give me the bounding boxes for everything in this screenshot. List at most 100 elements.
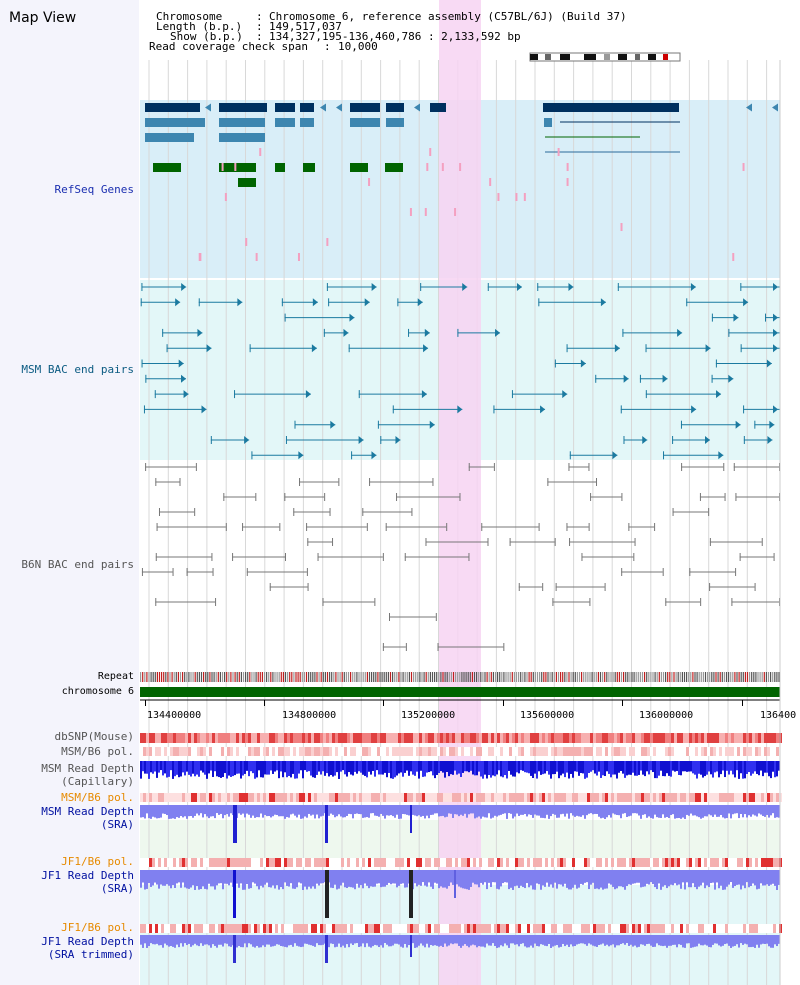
depth-bar <box>238 935 240 947</box>
depth-bar <box>564 935 566 947</box>
depth-bar <box>352 870 354 888</box>
pol-mark <box>755 858 758 867</box>
repeat-mark <box>318 672 320 682</box>
pol-mark <box>512 747 515 756</box>
depth-bar <box>270 805 272 818</box>
depth-bar <box>140 935 142 945</box>
b6n-pair-tick <box>487 538 489 546</box>
pol-mark <box>191 858 194 867</box>
msm-bac-track-label[interactable]: MSM BAC end pairs <box>21 363 134 376</box>
depth-bar <box>166 805 168 816</box>
pol-mark <box>320 793 323 802</box>
depth-bar <box>460 870 462 888</box>
dbsnp-mark <box>374 733 377 743</box>
depth-bar <box>208 805 210 819</box>
depth-bar <box>168 935 170 947</box>
depth-bar <box>450 805 452 814</box>
msm-b6-pol-sra-label[interactable]: MSM/B6 pol. <box>61 791 134 804</box>
pol-mark <box>605 747 608 756</box>
depth-bar <box>402 935 404 948</box>
b6n-bac-track-label[interactable]: B6N BAC end pairs <box>21 558 134 571</box>
depth-bar <box>778 805 780 818</box>
dbsnp-mark <box>524 733 527 743</box>
pol-mark <box>392 793 395 802</box>
pol-mark <box>398 924 401 933</box>
pol-mark <box>551 747 554 756</box>
depth-bar <box>178 761 180 778</box>
repeat-mark <box>259 672 261 682</box>
depth-bar <box>772 805 774 814</box>
depth-bar <box>152 805 154 817</box>
jf1-b6-pol-label[interactable]: JF1/B6 pol. <box>61 855 134 868</box>
depth-bar <box>710 761 712 775</box>
pol-mark <box>185 747 188 756</box>
depth-bar <box>752 761 754 774</box>
depth-bar <box>322 935 324 945</box>
msm-pair-tick <box>397 298 399 307</box>
depth-bar <box>620 761 622 771</box>
depth-bar <box>178 935 180 948</box>
depth-bar <box>412 805 414 815</box>
pol-mark <box>518 858 521 867</box>
repeat-mark <box>740 672 742 682</box>
depth-bar <box>172 761 174 779</box>
dbsnp-mark <box>617 733 620 743</box>
msm-depth-sra-label[interactable]: MSM Read Depth <box>41 805 134 818</box>
pol-mark <box>650 793 653 802</box>
msm-b6-pol-label[interactable]: MSM/B6 pol. <box>61 745 134 758</box>
repeat-mark <box>488 672 490 682</box>
repeat-mark <box>434 672 436 682</box>
depth-bar <box>592 935 594 946</box>
pol-mark <box>311 793 314 802</box>
repeat-mark <box>566 672 568 682</box>
depth-bar <box>150 805 152 819</box>
depth-bar <box>538 935 540 947</box>
pol-mark <box>386 924 389 933</box>
refseq-mark <box>234 163 237 171</box>
dbsnp-mark <box>695 733 698 743</box>
msm-depth-capillary-label[interactable]: MSM Read Depth <box>41 762 134 775</box>
repeat-mark <box>520 672 522 682</box>
dbsnp-mark <box>461 733 464 743</box>
pol-mark <box>485 747 488 756</box>
depth-bar <box>256 761 258 778</box>
dbsnp-mark <box>188 733 191 743</box>
dbsnp-track-label[interactable]: dbSNP(Mouse) <box>54 730 134 743</box>
depth-bar <box>742 870 744 886</box>
pol-mark <box>311 747 314 756</box>
ruler-tick <box>742 700 743 706</box>
depth-bar <box>490 805 492 819</box>
pol-mark <box>527 858 530 867</box>
repeat-mark <box>595 672 597 682</box>
jf1-depth-sra-label[interactable]: JF1 Read Depth <box>41 869 134 882</box>
repeat-mark <box>339 672 341 682</box>
depth-bar <box>274 935 276 946</box>
depth-bar <box>162 761 164 776</box>
jf1-depth-trim-label[interactable]: JF1 Read Depth <box>41 935 134 948</box>
depth-bar <box>384 935 386 944</box>
depth-bar <box>508 935 510 948</box>
pol-mark <box>254 858 257 867</box>
depth-bar <box>398 870 400 886</box>
dbsnp-mark <box>308 733 311 743</box>
repeat-mark <box>360 672 362 682</box>
depth-bar <box>590 805 592 814</box>
pol-mark <box>239 747 242 756</box>
repeat-mark <box>465 672 467 682</box>
b6n-pair-tick <box>672 508 674 516</box>
msm-pair-end <box>718 451 724 460</box>
depth-bar <box>442 761 444 773</box>
depth-bar <box>632 761 634 773</box>
length-label: Length (b.p.) <box>156 20 243 33</box>
pol-mark <box>347 793 350 802</box>
jf1-b6-pol-trim-label[interactable]: JF1/B6 pol. <box>61 921 134 934</box>
pol-mark <box>680 747 683 756</box>
refseq-track-label[interactable]: RefSeq Genes <box>54 183 134 196</box>
pol-mark <box>740 793 743 802</box>
msm-pair-end <box>305 390 311 399</box>
depth-bar <box>562 935 564 944</box>
repeat-mark <box>253 672 255 682</box>
depth-bar <box>464 805 466 814</box>
pol-mark <box>605 793 608 802</box>
